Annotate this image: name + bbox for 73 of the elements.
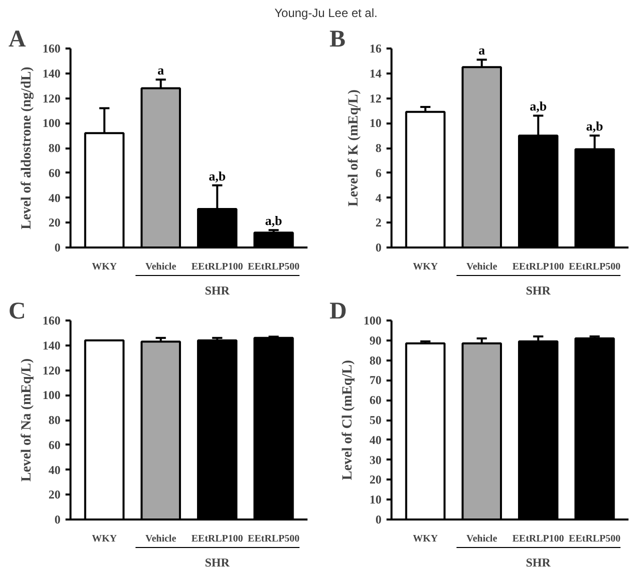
y-tick-label: 140 [42, 66, 60, 80]
y-tick-label: 14 [370, 66, 382, 80]
y-tick-label: 20 [48, 488, 60, 502]
x-tick-label: EEtRLP100 [191, 262, 244, 272]
y-tick-label: 2 [376, 216, 382, 230]
y-tick-label: 10 [370, 116, 382, 130]
y-tick-label: 0 [54, 512, 60, 526]
x-tick-label: EEtRLP100 [191, 534, 244, 544]
text: SHR [526, 284, 551, 298]
chart-title: D [330, 298, 347, 324]
x-tick-label: EEtRLP500 [248, 534, 300, 544]
text: SHR [204, 284, 230, 298]
y-tick-label: 120 [42, 363, 60, 378]
y-tick-label: 20 [370, 472, 382, 487]
x-tick-label: EEtRLP100 [512, 262, 564, 272]
annotation: a [478, 42, 486, 58]
y-tick-label: 6 [376, 166, 382, 180]
x-tick-label: WKY [92, 262, 118, 272]
x-tick-label: EEtRLP500 [568, 262, 620, 272]
y-axis-title: Level of Cl (mEq/L) [340, 360, 356, 480]
x-tick-label: WKY [92, 534, 118, 544]
annotation: a,b [530, 98, 547, 114]
y-tick-label: 70 [370, 373, 382, 388]
y-tick-label: 10 [370, 492, 382, 507]
x-tick-label: Vehicle [145, 534, 177, 544]
y-tick-label: 90 [370, 333, 382, 348]
y-tick-label: 0 [376, 240, 382, 254]
y-tick-label: 80 [370, 353, 382, 368]
y-axis-title: Level of Na (mEq/L) [20, 358, 34, 482]
x-tick-label: Vehicle [466, 534, 498, 544]
x-tick-label: WKY [412, 262, 439, 272]
x-tick-label: EEtRLP100 [512, 534, 564, 544]
x-tick-label: WKY [412, 534, 439, 544]
y-tick-label: 0 [54, 240, 60, 254]
chart-title: A [8, 26, 26, 52]
y-tick-label: 80 [48, 141, 60, 155]
annotation: a,b [586, 118, 604, 134]
chart-title: B [330, 26, 346, 52]
y-tick-label: 8 [376, 141, 382, 155]
y-tick-label: 20 [48, 216, 60, 230]
y-tick-label: 60 [48, 166, 60, 180]
y-tick-label: 160 [42, 42, 60, 56]
text: SHR [526, 556, 551, 568]
y-tick-label: 100 [364, 314, 382, 328]
y-tick-label: 100 [42, 116, 60, 130]
x-tick-label: Vehicle [145, 262, 177, 272]
y-tick-label: 50 [370, 413, 382, 427]
annotation: a [158, 62, 165, 78]
y-tick-label: 4 [376, 190, 382, 205]
y-tick-label: 80 [48, 413, 60, 427]
x-tick-label: EEtRLP500 [568, 534, 620, 544]
y-tick-label: 140 [42, 338, 60, 352]
annotation: a,b [265, 213, 282, 228]
chart-title: C [8, 298, 26, 324]
text: SHR [204, 556, 230, 568]
x-tick-label: EEtRLP500 [248, 262, 300, 272]
y-tick-label: 40 [48, 462, 60, 477]
y-tick-label: 100 [42, 388, 60, 402]
y-tick-label: 0 [376, 512, 382, 526]
annotation: a,b [208, 168, 226, 184]
y-tick-label: 30 [370, 452, 382, 467]
y-axis-title: Level of aldostrone (ng/dL) [20, 66, 34, 230]
y-tick-label: 60 [370, 393, 382, 408]
y-tick-label: 40 [48, 190, 60, 205]
y-tick-label: 16 [370, 42, 382, 56]
y-tick-label: 60 [48, 438, 60, 452]
text: Young-Ju Lee et al. [274, 5, 378, 22]
y-tick-label: 40 [370, 432, 382, 447]
y-axis-title: Level of K (mEq/L) [346, 89, 362, 207]
x-tick-label: Vehicle [466, 262, 498, 272]
y-tick-label: 120 [42, 91, 60, 106]
y-tick-label: 160 [42, 314, 60, 328]
y-tick-label: 12 [370, 91, 382, 106]
